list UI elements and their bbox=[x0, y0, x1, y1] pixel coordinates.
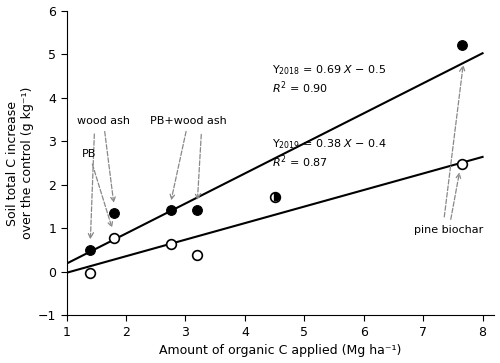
Text: wood ash: wood ash bbox=[77, 116, 130, 201]
Text: Y$_{2019}$ = 0.38 $X$ − 0.4
$R^2$ = 0.87: Y$_{2019}$ = 0.38 $X$ − 0.4 $R^2$ = 0.87 bbox=[272, 137, 386, 170]
Wedge shape bbox=[274, 193, 280, 201]
X-axis label: Amount of organic C applied (Mg ha⁻¹): Amount of organic C applied (Mg ha⁻¹) bbox=[160, 344, 402, 358]
Text: PB+wood ash: PB+wood ash bbox=[150, 116, 226, 199]
Text: PB: PB bbox=[82, 149, 112, 227]
Text: Y$_{2018}$ = 0.69 $X$ − 0.5
$R^2$ = 0.90: Y$_{2018}$ = 0.69 $X$ − 0.5 $R^2$ = 0.90 bbox=[272, 63, 386, 96]
Y-axis label: Soil total C increase
over the control (g kg⁻¹): Soil total C increase over the control (… bbox=[6, 87, 34, 239]
Text: pine biochar: pine biochar bbox=[414, 174, 484, 235]
